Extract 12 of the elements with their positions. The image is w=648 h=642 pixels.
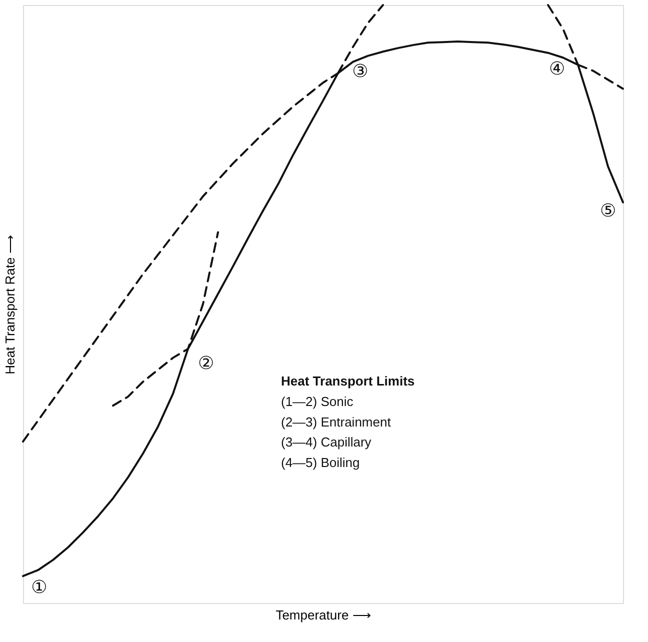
annotation: (4—5) Boiling <box>281 455 360 470</box>
annotation: ② <box>198 352 214 374</box>
annotation: ① <box>31 577 48 598</box>
y-axis-title: Heat Transport Rate ⟶ <box>2 234 18 374</box>
annotation: (3—4) Capillary <box>281 434 372 450</box>
x-axis-title: Temperature ⟶ <box>276 608 372 622</box>
annotation: (2—3) Entrainment <box>281 414 392 430</box>
annotation: ④ <box>548 58 566 80</box>
annotation: (1—2) Sonic <box>281 394 354 410</box>
annotation: ③ <box>352 60 368 82</box>
annotation: Heat Transport Limits <box>281 374 415 389</box>
annotation: ⑤ <box>600 200 616 222</box>
